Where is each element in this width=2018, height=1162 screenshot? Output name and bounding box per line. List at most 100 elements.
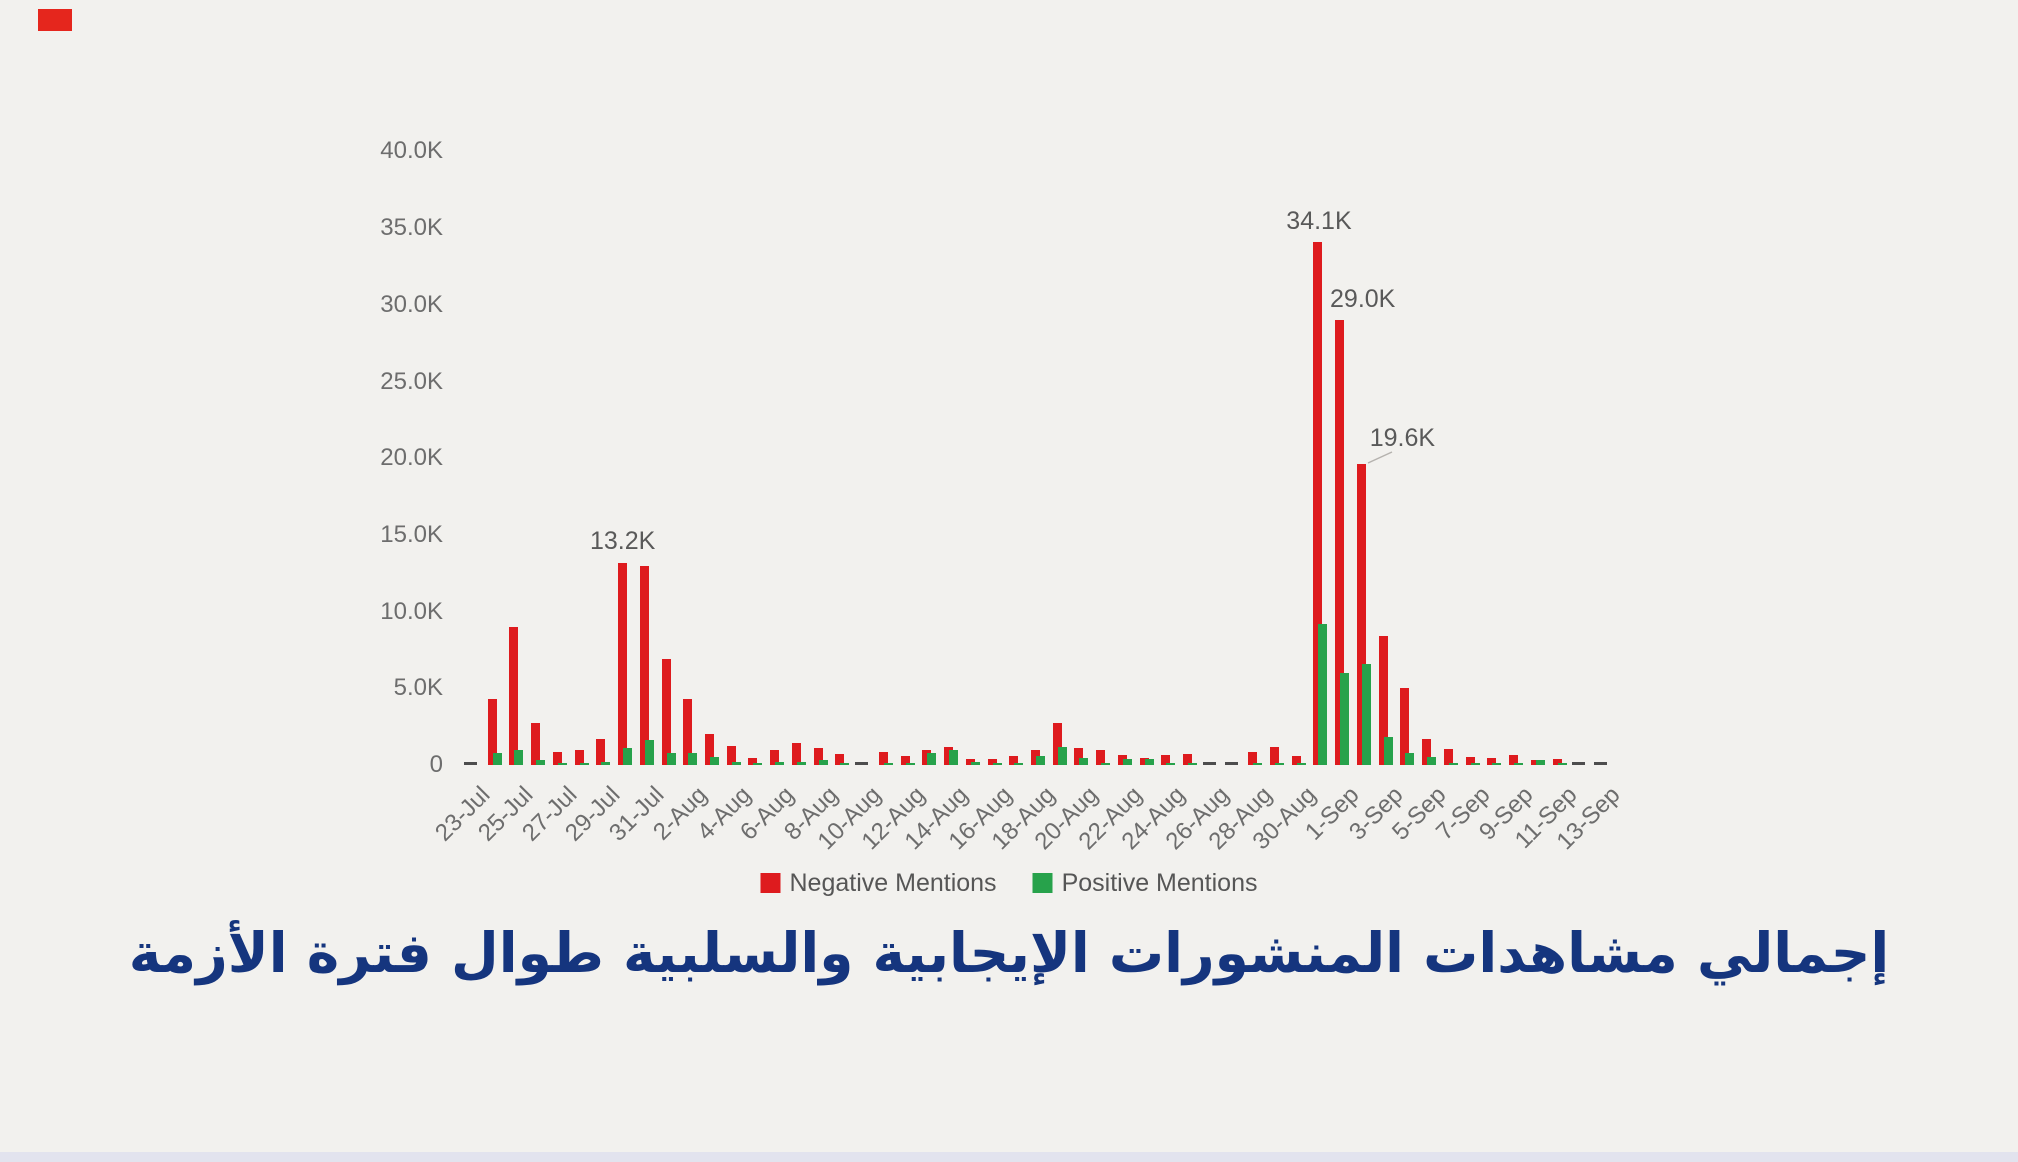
negative-bar [1335, 320, 1345, 765]
positive-bar [949, 749, 959, 765]
y-axis-tick-label: 25.0K [380, 367, 443, 395]
negative-bar [1009, 755, 1019, 765]
negative-bar [531, 722, 541, 765]
positive-bar [775, 761, 785, 765]
negative-bar [1248, 751, 1258, 765]
positive-bar [1057, 746, 1067, 765]
negative-bar [596, 738, 606, 765]
negative-bar [552, 751, 562, 765]
data-label: 13.2K [589, 526, 656, 555]
negative-bar [791, 742, 801, 765]
negative-bar [1422, 738, 1432, 765]
negative-bar [770, 749, 780, 765]
positive-bar [818, 760, 828, 765]
negative-bar [1465, 756, 1475, 765]
y-axis-tick-label: 0 [429, 751, 443, 778]
negative-bar [509, 626, 519, 765]
positive-bar [883, 763, 893, 765]
chart-title-arabic: إجمالي مشاهدات المنشورات الإيجابية والسل… [128, 921, 1890, 985]
positive-bar [1275, 762, 1284, 765]
negative-bar [922, 749, 932, 765]
legend-label-positive: Positive Mentions [1061, 869, 1258, 897]
positive-bar [601, 761, 611, 765]
negative-bar [683, 699, 693, 765]
positive-bar [623, 748, 633, 765]
legend-label-negative: Negative Mentions [789, 869, 997, 897]
positive-bar [927, 752, 937, 765]
positive-bar [1470, 763, 1480, 765]
positive-bar [840, 763, 850, 765]
chart-legend: Negative Mentions Positive Mentions [760, 869, 1258, 897]
negative-bar [1400, 688, 1410, 765]
positive-bar [1296, 763, 1306, 765]
negative-bar [639, 565, 649, 765]
negative-bar [487, 699, 497, 765]
positive-bar [1035, 755, 1045, 765]
positive-bar [1014, 762, 1024, 765]
positive-bar [905, 763, 915, 765]
positive-bar [1383, 737, 1393, 765]
negative-bar [878, 751, 888, 765]
positive-bar [536, 760, 546, 765]
data-label: 29.0K [1330, 285, 1396, 314]
positive-bar [710, 757, 720, 765]
negative-bar [835, 754, 845, 765]
negative-bar [965, 758, 975, 765]
data-label: 34.1K [1286, 206, 1352, 235]
negative-bar [748, 758, 758, 765]
negative-bar [1052, 722, 1062, 765]
positive-bar [1318, 623, 1328, 765]
negative-bar [1530, 760, 1540, 765]
positive-bar [753, 763, 763, 765]
negative-bar [1161, 755, 1171, 765]
negative-bar [1552, 758, 1562, 765]
y-axis-tick-label: 35.0K [380, 214, 443, 242]
positive-bar [796, 761, 806, 765]
negative-bar [1096, 749, 1106, 765]
near-zero-marker [464, 762, 477, 765]
negative-bar [1487, 758, 1497, 765]
negative-bar [944, 746, 954, 765]
positive-bar [1535, 760, 1545, 765]
near-zero-marker [1202, 762, 1216, 765]
negative-bar [987, 758, 997, 765]
negative-bar [661, 659, 671, 765]
negative-bar [1183, 754, 1193, 765]
legend-item-positive: Positive Mentions [1032, 869, 1258, 897]
positive-bar [1166, 763, 1176, 765]
negative-bar [1313, 241, 1323, 765]
positive-bar [1188, 763, 1198, 765]
negative-bar [618, 562, 628, 765]
y-axis-tick-label: 10.0K [380, 597, 443, 625]
positive-bar [1101, 762, 1111, 765]
positive-bar [1079, 758, 1089, 765]
legend-item-negative: Negative Mentions [760, 869, 997, 897]
negative-bar [726, 745, 736, 765]
red-corner-mark [38, 9, 72, 31]
negative-bar [1030, 749, 1040, 765]
negative-bar [813, 748, 823, 765]
positive-bar [731, 761, 741, 765]
positive-bar [579, 762, 589, 765]
negative-bar [1356, 464, 1366, 765]
positive-bar [1144, 758, 1154, 765]
negative-bar [1291, 755, 1301, 765]
near-zero-marker [1224, 762, 1238, 765]
negative-bar [1509, 755, 1519, 765]
negative-bar [1117, 755, 1127, 765]
positive-bar [1427, 757, 1437, 765]
positive-bar [688, 752, 698, 765]
positive-bar [1492, 763, 1502, 765]
positive-bar [557, 763, 567, 765]
negative-bar [900, 755, 910, 765]
negative-mentions-swatch-icon [760, 873, 781, 893]
negative-bar [705, 734, 715, 765]
positive-bar [1122, 758, 1132, 765]
positive-bar [992, 763, 1002, 765]
y-axis-tick-label: 5.0K [393, 674, 443, 702]
negative-bar [1074, 748, 1084, 765]
negative-bar [1378, 636, 1388, 765]
y-axis-tick-label: 20.0K [380, 444, 443, 472]
